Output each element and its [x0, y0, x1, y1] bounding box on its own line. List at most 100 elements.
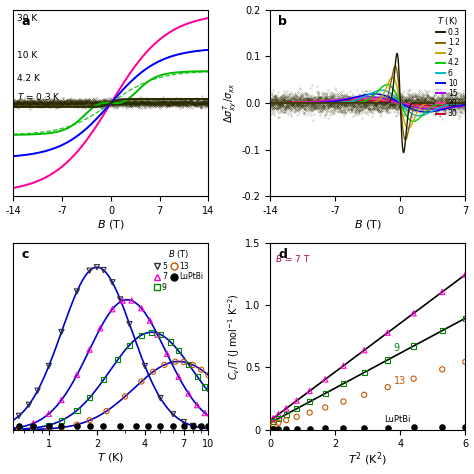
Point	[52, 94, 60, 102]
Point	[433, 99, 441, 106]
Point	[35, 100, 42, 108]
Point	[374, 95, 382, 102]
Point	[346, 99, 353, 106]
Point	[434, 102, 442, 109]
Point	[343, 89, 350, 97]
Point	[175, 96, 183, 103]
Point	[384, 108, 392, 116]
Point	[316, 92, 323, 100]
Point	[165, 100, 173, 107]
Text: 13: 13	[394, 375, 406, 386]
Point	[188, 100, 195, 108]
Point	[118, 101, 126, 109]
Point	[192, 101, 200, 109]
Point	[460, 97, 467, 104]
Point	[354, 99, 361, 107]
Point	[109, 102, 117, 110]
Point	[269, 100, 276, 108]
Point	[110, 97, 118, 105]
Point	[71, 102, 79, 109]
Point	[273, 100, 281, 108]
Point	[153, 101, 161, 109]
Point	[123, 101, 131, 109]
Point	[423, 91, 430, 99]
Point	[155, 100, 163, 108]
Point	[311, 101, 319, 109]
Point	[40, 98, 47, 105]
Point	[139, 98, 146, 106]
Point	[36, 100, 44, 108]
Point	[313, 95, 321, 103]
Point	[268, 99, 275, 107]
Point	[350, 103, 357, 110]
Point	[403, 96, 411, 104]
Point	[30, 100, 37, 107]
Point	[268, 109, 276, 117]
Point	[314, 108, 321, 115]
Point	[197, 101, 204, 109]
Point	[64, 100, 71, 108]
Point	[99, 100, 106, 107]
Point	[201, 102, 208, 110]
Point	[343, 101, 350, 109]
Point	[38, 99, 46, 106]
Point	[440, 103, 447, 111]
Point	[337, 103, 344, 111]
Point	[100, 97, 107, 104]
Point	[20, 100, 28, 107]
Point	[85, 98, 93, 106]
Point	[68, 97, 76, 104]
Point	[36, 100, 43, 108]
Point	[166, 100, 173, 107]
Point	[435, 100, 443, 107]
Point	[167, 99, 175, 107]
Point	[128, 297, 136, 304]
Point	[446, 92, 454, 100]
Point	[25, 99, 32, 106]
Point	[145, 97, 152, 105]
Point	[107, 99, 114, 107]
Point	[389, 93, 396, 100]
Point	[441, 102, 448, 110]
Point	[451, 98, 459, 106]
Point	[195, 100, 202, 108]
Point	[428, 96, 436, 103]
Point	[157, 97, 164, 105]
Point	[38, 100, 46, 107]
Point	[424, 93, 432, 100]
Point	[116, 98, 123, 105]
Point	[113, 99, 121, 106]
Point	[31, 98, 38, 106]
Point	[293, 425, 301, 433]
Point	[377, 97, 384, 104]
Point	[129, 100, 137, 107]
Point	[66, 99, 74, 107]
Point	[360, 90, 367, 97]
Point	[458, 100, 466, 108]
Point	[282, 96, 289, 103]
Point	[87, 101, 94, 109]
Point	[416, 101, 423, 109]
Point	[318, 99, 325, 106]
Point	[71, 100, 78, 108]
Point	[381, 98, 389, 105]
Point	[179, 100, 187, 108]
Point	[194, 99, 202, 106]
Point	[308, 97, 316, 105]
Point	[186, 96, 193, 104]
Point	[145, 103, 153, 111]
Point	[76, 100, 83, 108]
Point	[187, 100, 194, 108]
Point	[13, 100, 20, 108]
Point	[277, 98, 284, 105]
Point	[70, 101, 77, 109]
Point	[33, 98, 41, 106]
Point	[300, 96, 308, 104]
Point	[69, 99, 77, 106]
Point	[63, 99, 71, 107]
Point	[116, 99, 124, 107]
Point	[402, 107, 410, 115]
Point	[274, 104, 282, 112]
Point	[46, 99, 53, 106]
Point	[82, 100, 90, 107]
